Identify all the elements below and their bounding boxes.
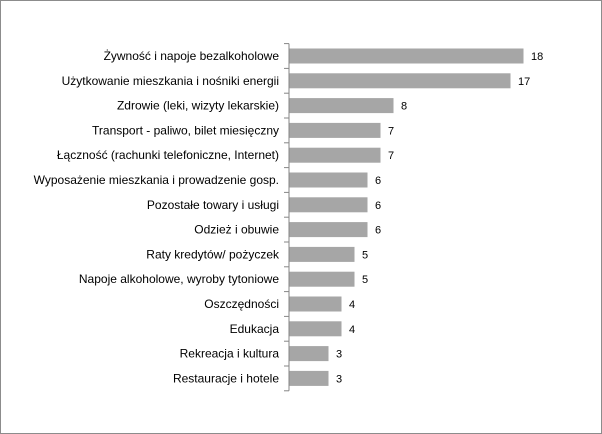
category-label: Transport - paliwo, bilet miesięczny bbox=[92, 123, 279, 137]
bar bbox=[289, 346, 329, 362]
bar bbox=[289, 172, 368, 188]
data-label: 7 bbox=[388, 150, 394, 162]
bar bbox=[289, 197, 368, 213]
data-label: 5 bbox=[362, 249, 368, 261]
bar bbox=[289, 147, 381, 163]
bar bbox=[289, 48, 524, 64]
data-label: 6 bbox=[375, 200, 381, 212]
category-label: Raty kredytów/ pożyczek bbox=[146, 247, 280, 261]
data-label: 8 bbox=[401, 101, 407, 113]
bar bbox=[289, 73, 511, 89]
bars-layer bbox=[289, 48, 524, 386]
category-label: Oszczędności bbox=[204, 297, 279, 311]
category-label: Rekreacja i kultura bbox=[180, 347, 280, 361]
category-label: Edukacja bbox=[230, 322, 280, 336]
category-label: Restauracje i hotele bbox=[173, 371, 279, 385]
bar bbox=[289, 370, 329, 386]
category-label: Zdrowie (leki, wizyty lekarskie) bbox=[117, 99, 279, 113]
category-label: Odzież i obuwie bbox=[194, 223, 279, 237]
data-label: 17 bbox=[518, 76, 530, 88]
bar bbox=[289, 122, 381, 138]
data-label: 3 bbox=[336, 349, 342, 361]
category-axis bbox=[284, 43, 290, 392]
category-label: Napoje alkoholowe, wyroby tytoniowe bbox=[79, 272, 279, 286]
data-label: 18 bbox=[531, 51, 543, 63]
data-label: 5 bbox=[362, 274, 368, 286]
category-labels: Żywność i napoje bezalkoholowe Użytkowani… bbox=[34, 49, 280, 385]
data-label: 6 bbox=[375, 175, 381, 187]
data-label: 7 bbox=[388, 125, 394, 137]
category-label: Żywność i napoje bezalkoholowe bbox=[104, 49, 280, 63]
category-label: Wyposażenie mieszkania i prowadzenie gos… bbox=[34, 173, 279, 187]
data-label: 3 bbox=[336, 373, 342, 385]
data-label: 4 bbox=[349, 299, 355, 311]
bar bbox=[289, 271, 355, 287]
data-label: 6 bbox=[375, 225, 381, 237]
bar bbox=[289, 321, 342, 337]
category-label: Użytkowanie mieszkania i nośniki energii bbox=[62, 74, 279, 88]
category-label: Łączność (rachunki telefoniczne, Interne… bbox=[57, 148, 279, 162]
data-label: 4 bbox=[349, 324, 355, 336]
bar bbox=[289, 296, 342, 312]
bar bbox=[289, 246, 355, 262]
bar bbox=[289, 222, 368, 238]
bar bbox=[289, 98, 394, 114]
category-label: Pozostałe towary i usługi bbox=[147, 198, 279, 212]
